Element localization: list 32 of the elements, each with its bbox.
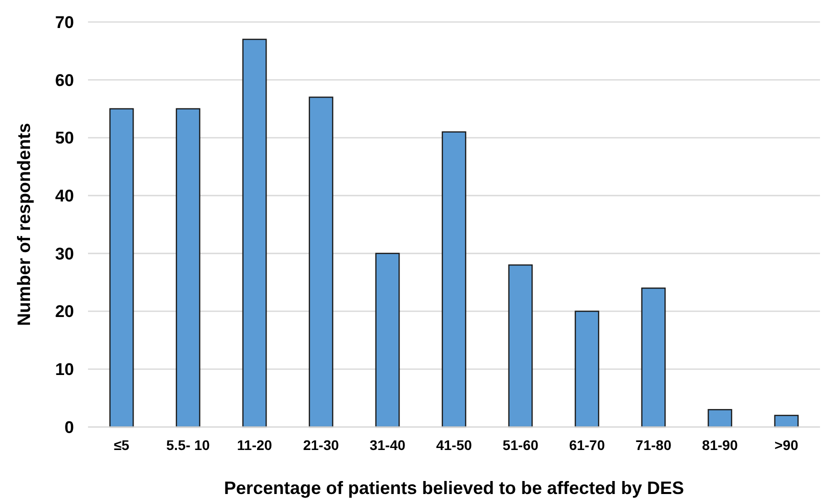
- y-tick-label: 60: [55, 70, 74, 90]
- y-axis-title: Number of respondents: [14, 122, 34, 326]
- x-tick-label: 71-80: [636, 437, 672, 453]
- bar: [708, 409, 732, 428]
- x-tick-label: ≤5: [114, 437, 130, 453]
- x-tick-label: 11-20: [237, 437, 272, 453]
- x-axis-title: Percentage of patients believed to be affected by DES: [224, 478, 684, 498]
- bar: [375, 252, 400, 428]
- bar: [442, 131, 466, 428]
- bar: [109, 108, 134, 428]
- x-tick-label: 81-90: [702, 437, 738, 453]
- x-tick-label: 51-60: [502, 437, 539, 453]
- y-tick-label: 50: [55, 128, 74, 148]
- x-tick-label: 31-40: [370, 437, 406, 453]
- x-tick-label: >90: [774, 437, 799, 453]
- y-tick-label: 40: [55, 186, 74, 206]
- bar: [308, 96, 334, 428]
- y-tick-label: 10: [55, 360, 74, 380]
- bar: [176, 108, 200, 428]
- y-tick-label: 20: [55, 302, 74, 322]
- y-tick-label: 30: [55, 244, 74, 264]
- bar: [508, 264, 533, 428]
- x-tick-label: 61-70: [569, 437, 606, 453]
- bar: [774, 414, 799, 428]
- y-tick-label: 70: [55, 12, 74, 32]
- x-tick-label: 41-50: [436, 437, 472, 453]
- x-tick-label: 5.5- 10: [166, 437, 210, 453]
- bar: [574, 310, 600, 428]
- bar: [242, 38, 267, 428]
- y-tick-label: 0: [64, 418, 74, 437]
- x-tick-label: 21-30: [303, 437, 340, 453]
- bar: [641, 288, 666, 428]
